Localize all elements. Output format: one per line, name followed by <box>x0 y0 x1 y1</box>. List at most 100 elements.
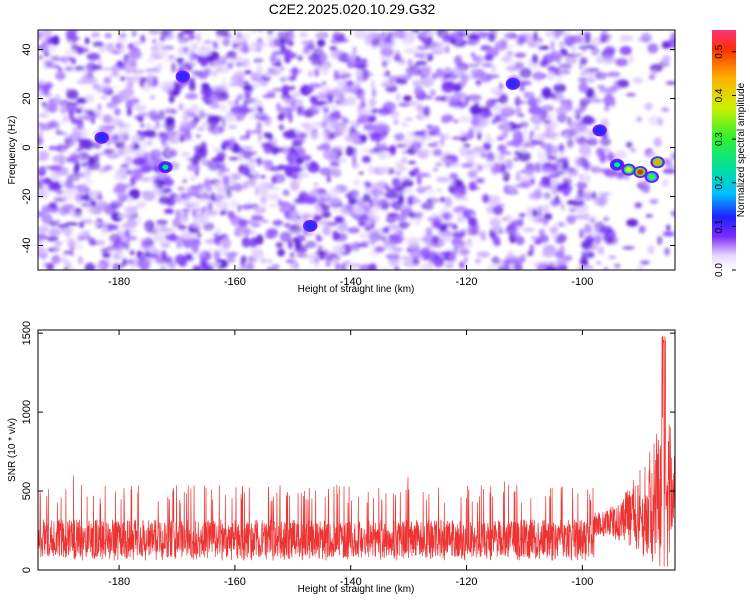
heatmap-speckle <box>416 186 427 194</box>
heatmap-speckle <box>513 256 524 266</box>
heatmap-speckle <box>451 231 466 238</box>
heatmap-speckle <box>223 67 230 73</box>
heatmap-speckle <box>55 220 60 224</box>
heatmap-speckle <box>666 224 671 231</box>
heatmap-speckle <box>310 131 319 141</box>
heatmap-speckle <box>483 141 492 151</box>
heatmap-speckle <box>522 142 536 148</box>
heatmap-speckle <box>548 66 559 73</box>
heatmap-speckle <box>197 126 206 131</box>
heatmap-speckle <box>362 155 371 164</box>
heatmap-speckle <box>388 75 401 84</box>
heatmap-speckle <box>284 131 298 140</box>
heatmap-speckle <box>251 83 259 89</box>
heatmap-speckle <box>256 157 263 166</box>
heatmap-speckle <box>467 34 480 40</box>
heatmap-speckle <box>603 216 610 222</box>
heatmap-speckle <box>574 108 584 114</box>
heatmap-speckle <box>369 132 382 138</box>
heatmap-speckle <box>371 87 377 98</box>
heatmap-speckle <box>231 53 238 60</box>
heatmap-speckle <box>38 93 43 98</box>
heatmap-speckle <box>597 246 605 255</box>
heatmap-speckle <box>280 66 285 71</box>
heatmap-speckle <box>108 139 119 144</box>
heatmap-speckle <box>319 167 332 176</box>
heatmap-speckle <box>48 202 56 209</box>
heatmap-speckle <box>74 191 85 203</box>
heatmap-speckle <box>534 188 543 199</box>
heatmap-speckle <box>98 151 105 157</box>
heatmap-speckle <box>419 52 430 59</box>
heatmap-speckle <box>583 77 596 83</box>
heatmap-speckle <box>412 79 421 87</box>
heatmap-speckle <box>70 153 81 161</box>
heatmap-speckle <box>55 190 66 195</box>
heatmap-speckle <box>38 128 43 139</box>
heatmap-speckle <box>413 131 426 136</box>
heatmap-speckle <box>70 117 78 125</box>
heatmap-speckle <box>272 266 279 270</box>
heatmap-speckle <box>237 204 242 212</box>
heatmap-speckle <box>271 175 277 185</box>
heatmap-speckle <box>191 208 197 218</box>
heatmap-speckle <box>206 180 216 184</box>
heatmap-speckle <box>290 214 298 222</box>
heatmap-speckle <box>303 45 316 50</box>
heatmap-speckle <box>188 82 196 92</box>
heatmap-speckle <box>138 69 145 74</box>
heatmap-speckle <box>525 139 530 144</box>
heatmap-speckle <box>558 41 567 47</box>
heatmap-speckle <box>378 166 392 174</box>
heatmap-speckle <box>258 186 269 194</box>
heatmap-speckle <box>368 263 377 270</box>
heatmap-speckle <box>277 248 286 257</box>
heatmap-speckle <box>76 109 82 114</box>
heatmap-speckle <box>365 181 372 188</box>
heatmap-speckle <box>120 190 128 200</box>
heatmap-speckle <box>506 65 520 72</box>
heatmap-speckle <box>270 186 280 191</box>
heatmap-speckle <box>56 145 62 151</box>
heatmap-speckle <box>360 134 367 143</box>
heatmap-speckle <box>321 211 332 219</box>
heatmap-speckle <box>555 194 560 205</box>
heatmap-speckle <box>238 152 244 163</box>
heatmap-speckle <box>108 73 121 77</box>
heatmap-speckle <box>467 94 482 102</box>
heatmap-speckle <box>411 30 420 33</box>
heatmap-speckle <box>308 83 323 89</box>
heatmap-speckle <box>113 173 128 182</box>
heatmap-speckle <box>63 193 74 202</box>
heatmap-speckle <box>330 48 342 59</box>
heatmap-speckle <box>361 149 372 153</box>
heatmap-speckle <box>316 92 327 96</box>
x-tick-label: -100 <box>571 576 593 588</box>
heatmap-speckle <box>213 147 222 153</box>
heatmap-speckle <box>78 236 85 241</box>
heatmap-speckle <box>138 238 147 243</box>
heatmap-speckle <box>292 237 298 242</box>
colorbar-tick-label: 0.2 <box>714 175 725 189</box>
heatmap-hotspot <box>654 159 661 165</box>
heatmap-speckle <box>563 129 576 138</box>
heatmap-speckle <box>270 196 279 200</box>
heatmap-speckle <box>175 254 186 265</box>
heatmap-speckle <box>197 46 212 57</box>
heatmap-speckle <box>169 193 177 198</box>
heatmap-speckle <box>502 123 512 133</box>
x-tick-label: -120 <box>456 576 478 588</box>
heatmap-speckle <box>331 168 342 178</box>
heatmap-speckle <box>325 263 331 267</box>
heatmap-speckle <box>244 70 252 75</box>
heatmap-speckle <box>662 55 671 62</box>
heatmap-speckle <box>206 115 220 126</box>
heatmap-speckle <box>599 152 607 164</box>
heatmap-speckle <box>457 115 472 123</box>
heatmap-speckle <box>42 109 51 120</box>
heatmap-speckle <box>106 152 120 159</box>
heatmap-speckle <box>558 157 570 162</box>
x-tick-label: -140 <box>340 276 362 288</box>
heatmap-speckle <box>77 171 92 179</box>
heatmap-speckle <box>575 124 588 134</box>
